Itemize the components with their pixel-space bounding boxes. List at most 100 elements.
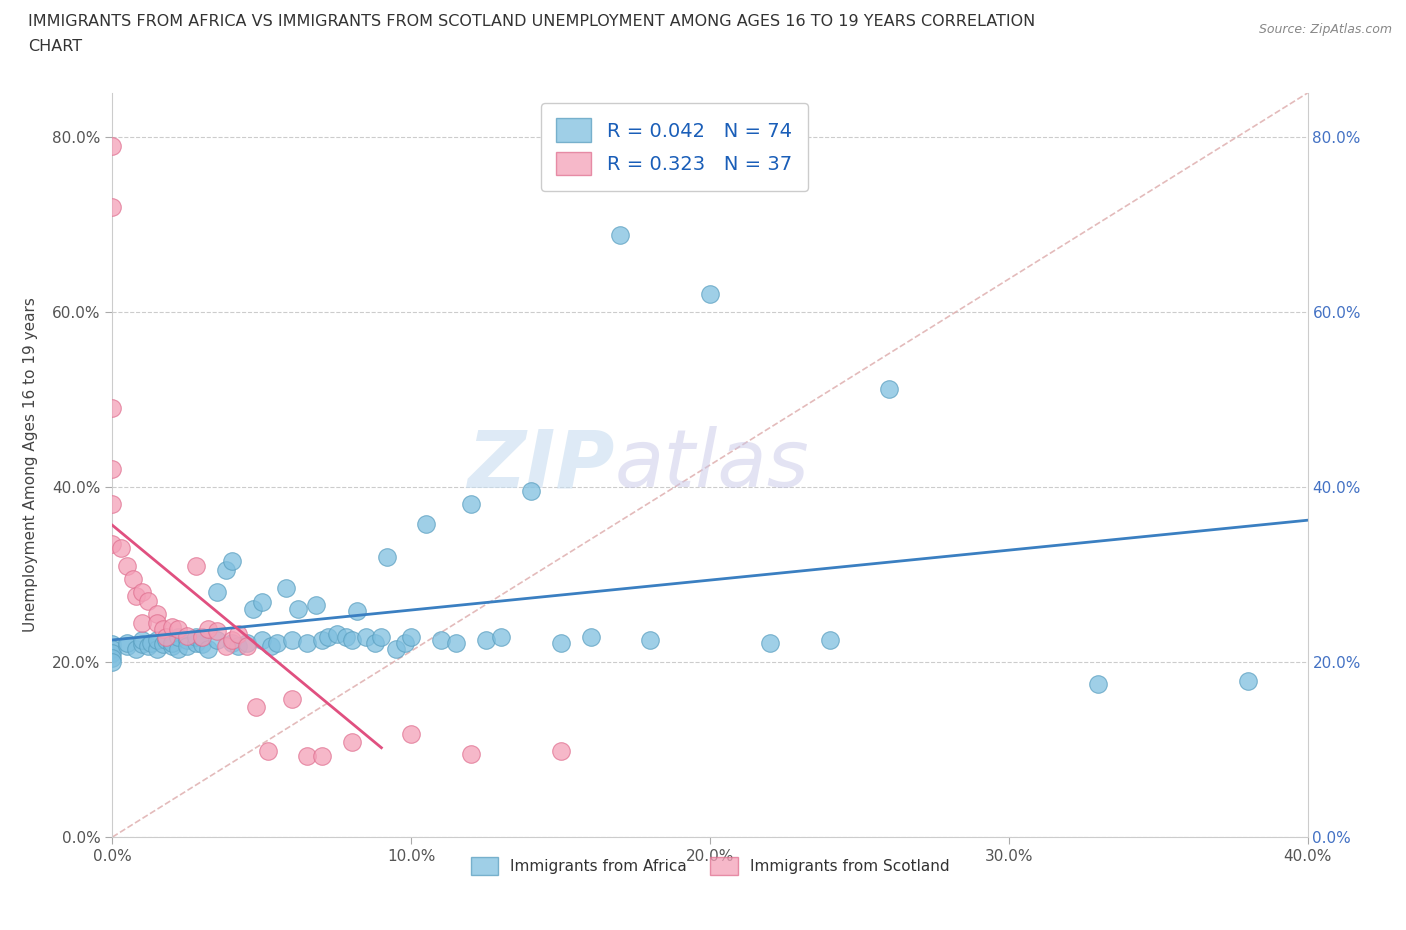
Point [117, 558, 139, 573]
Text: atlas: atlas [614, 426, 810, 504]
Point [430, 632, 453, 647]
Point [101, 637, 124, 652]
Point [340, 632, 363, 647]
Point [101, 650, 124, 665]
Point [197, 621, 219, 636]
Point [520, 484, 543, 498]
Point [176, 632, 198, 647]
Point [385, 642, 408, 657]
Point [167, 630, 190, 644]
Point [242, 602, 264, 617]
Point [221, 632, 243, 647]
Point [152, 637, 174, 652]
Point [221, 635, 243, 650]
Point [460, 747, 482, 762]
Point [364, 635, 387, 650]
Legend: Immigrants from Africa, Immigrants from Scotland: Immigrants from Africa, Immigrants from … [464, 851, 956, 882]
Point [205, 632, 228, 647]
Point [191, 630, 214, 644]
Point [101, 645, 124, 660]
Point [197, 642, 219, 657]
Point [295, 635, 318, 650]
Point [162, 635, 183, 650]
Point [305, 598, 328, 613]
Point [550, 635, 572, 650]
Point [215, 639, 238, 654]
Point [162, 619, 183, 634]
Point [101, 537, 124, 551]
Point [444, 635, 467, 650]
Point [325, 627, 347, 642]
Text: ZIP: ZIP [467, 426, 614, 504]
Point [186, 635, 208, 650]
Point [287, 602, 309, 617]
Point [579, 630, 602, 644]
Point [699, 286, 721, 301]
Point [122, 571, 145, 586]
Point [475, 632, 498, 647]
Point [146, 632, 169, 647]
Point [295, 749, 318, 764]
Point [370, 630, 392, 644]
Point [167, 621, 190, 636]
Point [281, 632, 304, 647]
Point [141, 635, 163, 650]
Point [640, 632, 662, 647]
Point [101, 462, 124, 477]
Point [346, 604, 368, 618]
Point [101, 642, 124, 657]
Point [152, 621, 174, 636]
Point [155, 632, 177, 647]
Point [316, 630, 339, 644]
Point [257, 744, 280, 759]
Point [205, 624, 228, 639]
Text: IMMIGRANTS FROM AFRICA VS IMMIGRANTS FROM SCOTLAND UNEMPLOYMENT AMONG AGES 16 TO: IMMIGRANTS FROM AFRICA VS IMMIGRANTS FRO… [28, 14, 1035, 29]
Point [215, 563, 238, 578]
Point [191, 637, 214, 652]
Point [221, 554, 243, 569]
Point [101, 138, 124, 153]
Point [250, 595, 273, 610]
Point [460, 497, 482, 512]
Point [260, 639, 283, 654]
Point [117, 639, 139, 654]
Point [191, 630, 214, 644]
Point [110, 540, 132, 555]
Point [356, 630, 378, 644]
Point [186, 558, 208, 573]
Point [176, 639, 198, 654]
Point [401, 630, 423, 644]
Point [311, 749, 333, 764]
Point [879, 381, 901, 396]
Point [818, 632, 841, 647]
Point [131, 615, 153, 630]
Point [226, 639, 249, 654]
Point [311, 632, 333, 647]
Point [236, 635, 259, 650]
Point [266, 635, 288, 650]
Text: Source: ZipAtlas.com: Source: ZipAtlas.com [1258, 23, 1392, 36]
Point [274, 580, 297, 595]
Point [117, 635, 139, 650]
Point [131, 584, 153, 599]
Point [245, 700, 267, 715]
Point [167, 642, 190, 657]
Point [101, 199, 124, 214]
Point [236, 639, 259, 654]
Point [226, 627, 249, 642]
Point [489, 630, 512, 644]
Point [146, 606, 169, 621]
Point [146, 642, 169, 657]
Y-axis label: Unemployment Among Ages 16 to 19 years: Unemployment Among Ages 16 to 19 years [24, 298, 38, 632]
Point [759, 635, 782, 650]
Point [1087, 676, 1109, 691]
Point [250, 632, 273, 647]
Point [138, 639, 160, 654]
Point [186, 630, 208, 644]
Point [125, 642, 148, 657]
Point [101, 655, 124, 670]
Text: CHART: CHART [28, 39, 82, 54]
Point [1237, 673, 1260, 688]
Point [176, 629, 198, 644]
Point [101, 401, 124, 416]
